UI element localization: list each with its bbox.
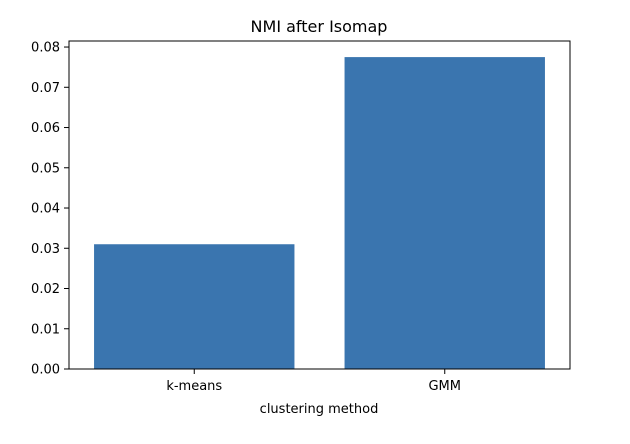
y-tick-label: 0.08 (31, 41, 60, 56)
y-axis: 0.00 0.01 0.02 0.03 0.04 0.05 0.06 0.07 0.08 (31, 41, 69, 378)
y-tick-label: 0.04 (31, 202, 60, 217)
x-axis-label: clustering method (260, 402, 379, 417)
x-tick-label: k-means (166, 379, 222, 394)
chart-title: NMI after Isomap (251, 17, 388, 36)
y-tick-label: 0.00 (31, 363, 60, 378)
bars-group (94, 57, 545, 370)
bar-gmm (344, 57, 545, 370)
y-tick-label: 0.06 (31, 121, 60, 136)
x-tick-label: GMM (428, 379, 461, 394)
y-tick-label: 0.05 (31, 161, 60, 176)
bar-k-means (94, 244, 295, 369)
y-tick-label: 0.01 (31, 322, 60, 337)
y-tick-label: 0.02 (31, 282, 60, 297)
y-tick-label: 0.07 (31, 81, 60, 96)
y-tick-label: 0.03 (31, 242, 60, 257)
plot-frame (68, 40, 571, 370)
x-axis: k-means GMM (166, 369, 461, 394)
